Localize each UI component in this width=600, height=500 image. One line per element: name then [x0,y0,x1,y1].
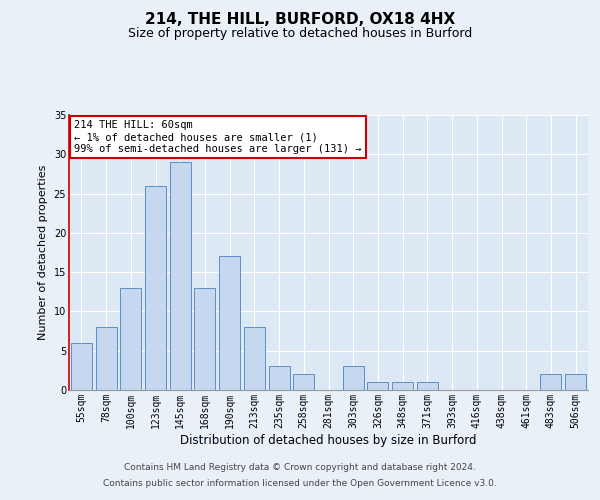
Text: 214 THE HILL: 60sqm
← 1% of detached houses are smaller (1)
99% of semi-detached: 214 THE HILL: 60sqm ← 1% of detached hou… [74,120,362,154]
Bar [417,382,438,390]
Text: 214, THE HILL, BURFORD, OX18 4HX: 214, THE HILL, BURFORD, OX18 4HX [145,12,455,28]
Bar [145,186,166,390]
Text: Contains public sector information licensed under the Open Government Licence v3: Contains public sector information licen… [103,478,497,488]
Y-axis label: Number of detached properties: Number of detached properties [38,165,48,340]
Bar [194,288,215,390]
Bar [219,256,240,390]
Bar [392,382,413,390]
X-axis label: Distribution of detached houses by size in Burford: Distribution of detached houses by size … [180,434,477,446]
Bar [269,366,290,390]
Text: Size of property relative to detached houses in Burford: Size of property relative to detached ho… [128,28,472,40]
Bar [565,374,586,390]
Text: Contains HM Land Registry data © Crown copyright and database right 2024.: Contains HM Land Registry data © Crown c… [124,464,476,472]
Bar [71,343,92,390]
Bar [95,327,116,390]
Bar [120,288,141,390]
Bar [541,374,562,390]
Bar [244,327,265,390]
Bar [293,374,314,390]
Bar [367,382,388,390]
Bar [170,162,191,390]
Bar [343,366,364,390]
